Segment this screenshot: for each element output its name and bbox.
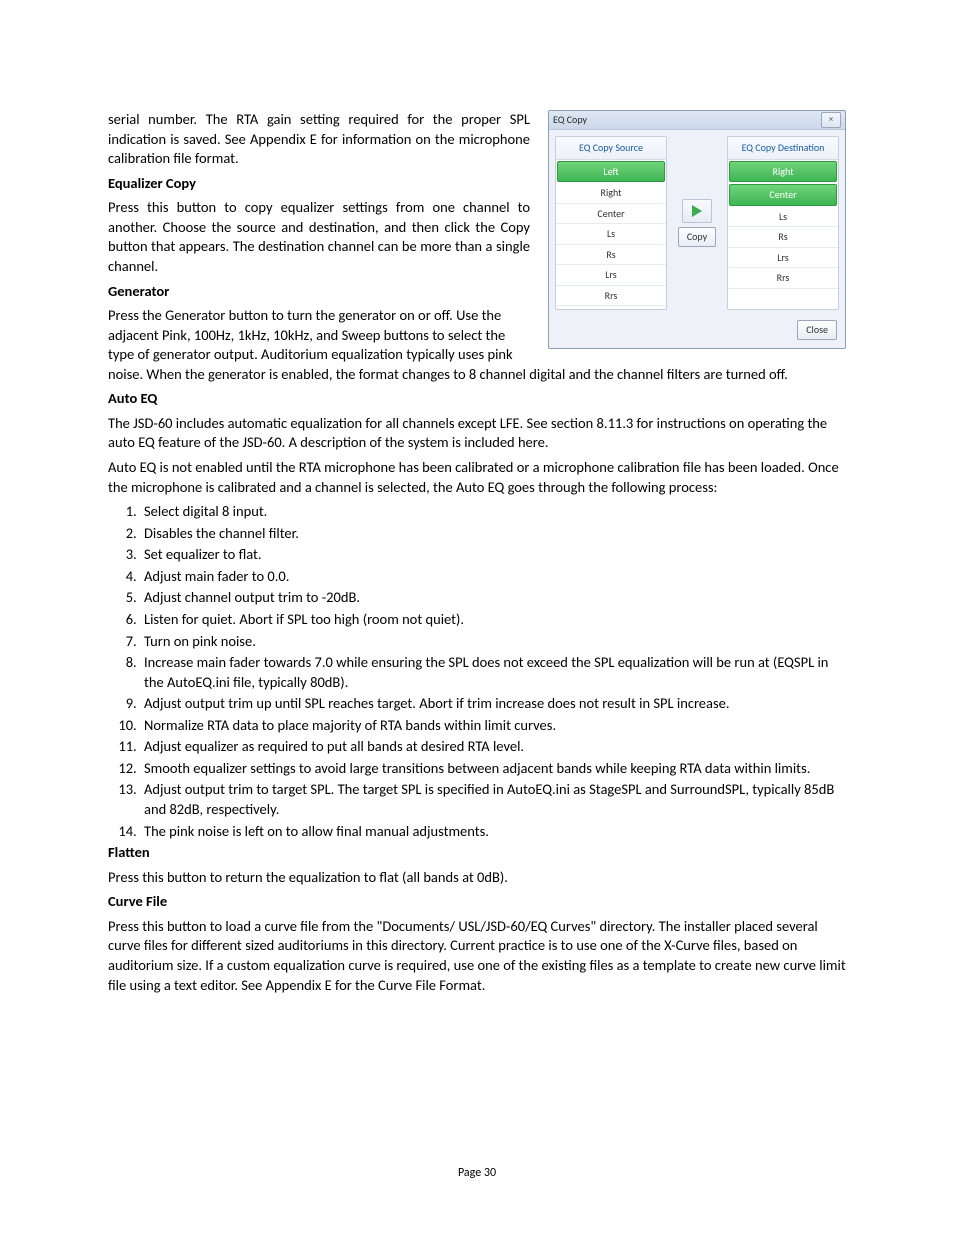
dest-item-center[interactable]: Center xyxy=(729,184,837,206)
source-channel-list: EQ Copy Source Left Right Center Ls Rs L… xyxy=(555,136,667,310)
source-list-header: EQ Copy Source xyxy=(556,137,666,160)
source-item-center[interactable]: Center xyxy=(556,204,666,225)
source-item-ls[interactable]: Ls xyxy=(556,224,666,245)
step-9: Adjust output trim up until SPL reaches … xyxy=(140,694,846,714)
page-footer: Page 30 xyxy=(0,1165,954,1181)
source-item-right[interactable]: Right xyxy=(556,183,666,204)
dest-item-rs[interactable]: Rs xyxy=(728,227,838,248)
auto-eq-p2: Auto EQ is not enabled until the RTA mic… xyxy=(108,458,846,497)
source-item-rs[interactable]: Rs xyxy=(556,245,666,266)
step-11: Adjust equalizer as required to put all … xyxy=(140,737,846,757)
step-6: Listen for quiet. Abort if SPL too high … xyxy=(140,610,846,630)
dest-channel-list: EQ Copy Destination Right Center Ls Rs L… xyxy=(727,136,839,310)
step-14: The pink noise is left on to allow final… xyxy=(140,822,846,842)
copy-button[interactable]: Copy xyxy=(678,227,716,247)
auto-eq-p1: The JSD-60 includes automatic equalizati… xyxy=(108,414,846,453)
dialog-title: EQ Copy xyxy=(553,113,821,127)
step-7: Turn on pink noise. xyxy=(140,632,846,652)
step-10: Normalize RTA data to place majority of … xyxy=(140,716,846,736)
dest-list-header: EQ Copy Destination xyxy=(728,137,838,160)
dest-item-lrs[interactable]: Lrs xyxy=(728,248,838,269)
flatten-heading: Flatten xyxy=(108,843,846,863)
curve-file-heading: Curve File xyxy=(108,892,846,912)
close-icon[interactable]: × xyxy=(821,112,841,128)
step-8: Increase main fader towards 7.0 while en… xyxy=(140,653,846,692)
step-2: Disables the channel filter. xyxy=(140,524,846,544)
dest-item-ls[interactable]: Ls xyxy=(728,207,838,228)
curve-file-body: Press this button to load a curve file f… xyxy=(108,917,846,995)
step-3: Set equalizer to flat. xyxy=(140,545,846,565)
eq-copy-dialog: EQ Copy × EQ Copy Source Left Right Cent… xyxy=(548,110,846,349)
dest-item-right[interactable]: Right xyxy=(729,161,837,183)
close-button[interactable]: Close xyxy=(797,320,837,340)
auto-eq-heading: Auto EQ xyxy=(108,389,846,409)
source-item-left[interactable]: Left xyxy=(557,161,665,183)
step-4: Adjust main fader to 0.0. xyxy=(140,567,846,587)
flatten-body: Press this button to return the equaliza… xyxy=(108,868,846,888)
source-item-lrs[interactable]: Lrs xyxy=(556,265,666,286)
step-5: Adjust channel output trim to -20dB. xyxy=(140,588,846,608)
arrow-right-icon xyxy=(682,199,712,223)
step-1: Select digital 8 input. xyxy=(140,502,846,522)
step-12: Smooth equalizer settings to avoid large… xyxy=(140,759,846,779)
auto-eq-steps: Select digital 8 input. Disables the cha… xyxy=(108,502,846,841)
step-13: Adjust output trim to target SPL. The ta… xyxy=(140,780,846,819)
source-item-rrs[interactable]: Rrs xyxy=(556,286,666,307)
dest-item-rrs[interactable]: Rrs xyxy=(728,268,838,289)
